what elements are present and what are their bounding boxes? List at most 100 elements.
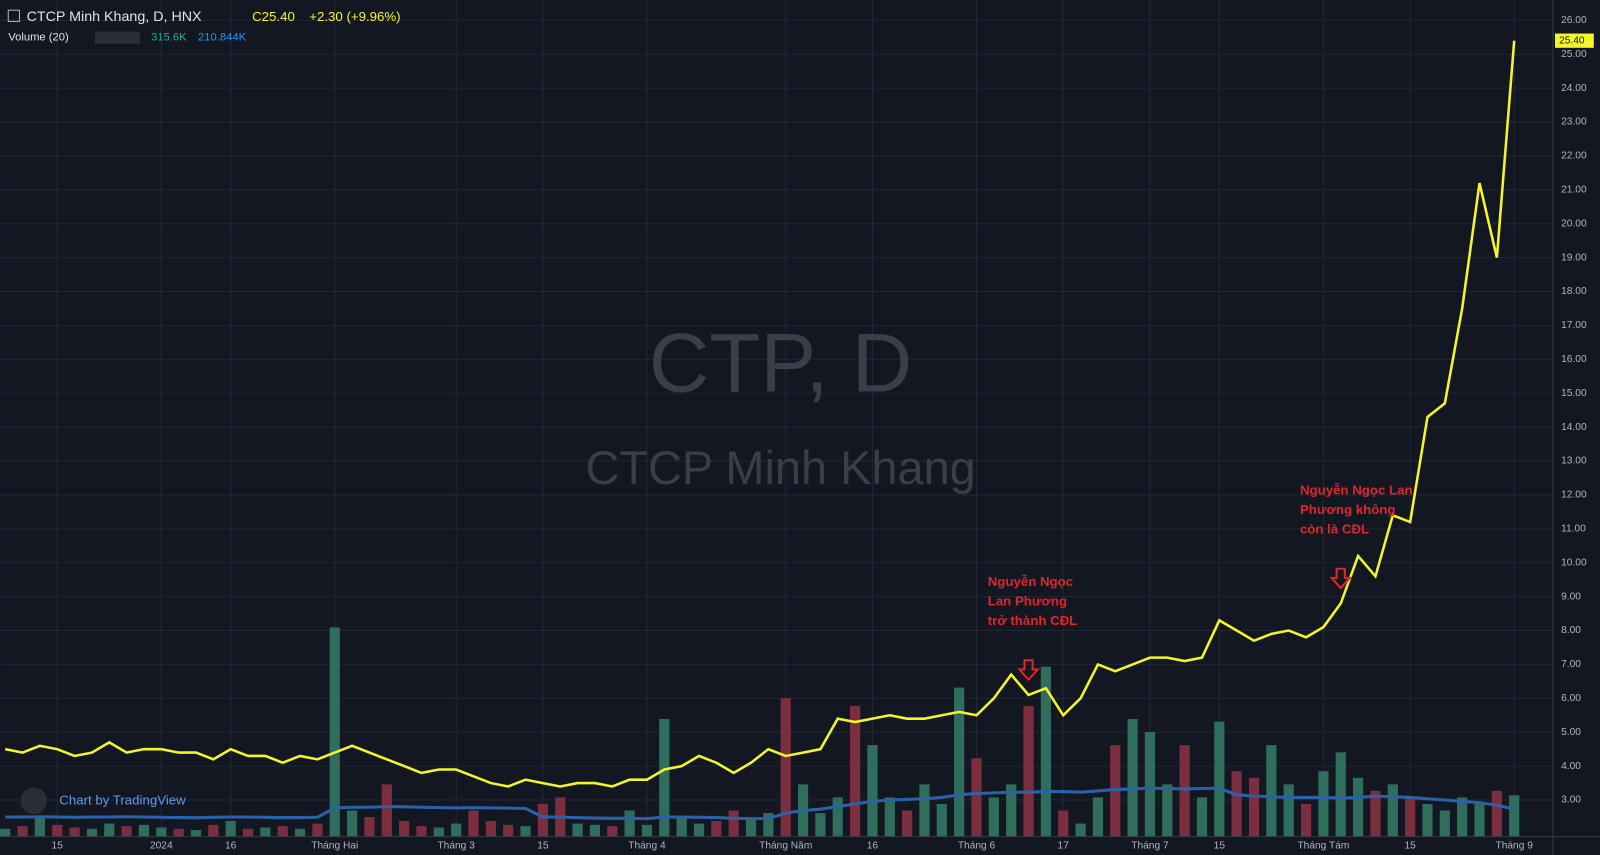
volume-bar bbox=[849, 705, 861, 837]
volume-bar bbox=[1318, 771, 1329, 837]
volume-bar bbox=[520, 826, 531, 837]
volume-bar bbox=[1162, 784, 1173, 837]
annotation-text: trở thành CĐL bbox=[988, 613, 1078, 628]
volume-bar bbox=[884, 797, 895, 837]
volume-bar bbox=[173, 828, 184, 837]
volume-bar bbox=[503, 824, 514, 837]
y-tick-label: 24.00 bbox=[1561, 83, 1587, 94]
y-tick-label: 8.00 bbox=[1561, 625, 1581, 636]
volume-bar bbox=[433, 827, 444, 837]
last-price-box bbox=[1555, 33, 1594, 48]
volume-bar bbox=[17, 826, 28, 837]
volume-bar bbox=[607, 826, 618, 837]
volume-bar bbox=[815, 813, 826, 837]
volume-bar bbox=[399, 820, 410, 837]
volume-bar bbox=[1231, 771, 1242, 837]
volume-bar bbox=[867, 745, 878, 837]
volume-bar bbox=[1335, 752, 1346, 837]
volume-bar bbox=[919, 784, 930, 837]
volume-bar bbox=[1196, 797, 1208, 837]
volume-bar bbox=[1405, 797, 1416, 837]
volume-bar bbox=[1023, 705, 1034, 837]
y-tick-label: 3.00 bbox=[1561, 795, 1581, 806]
volume-bar bbox=[468, 810, 479, 837]
volume-bar bbox=[138, 824, 150, 837]
volume-bar bbox=[1457, 797, 1468, 837]
x-tick-label: 2024 bbox=[150, 841, 173, 852]
volume-bar bbox=[294, 828, 306, 837]
volume-bar bbox=[121, 826, 132, 837]
x-tick-label: 16 bbox=[867, 841, 879, 852]
symbol[interactable]: CTCP Minh Khang, D, HNX bbox=[27, 9, 202, 25]
volume-bar bbox=[86, 828, 98, 837]
volume-bar bbox=[659, 718, 670, 837]
branding[interactable]: Chart by TradingView bbox=[59, 792, 186, 807]
volume-bar bbox=[572, 823, 583, 837]
volume-bar bbox=[1352, 777, 1364, 837]
volume-bar bbox=[1075, 823, 1086, 837]
indicator-buttons[interactable] bbox=[94, 31, 140, 44]
volume-bar bbox=[641, 824, 653, 837]
volume-bar bbox=[780, 698, 791, 837]
volume-label[interactable]: Volume (20) bbox=[8, 32, 69, 44]
volume-value: 315.6K bbox=[151, 32, 187, 44]
x-tick-label: Tháng Năm bbox=[759, 841, 812, 852]
x-tick-label: Tháng 3 bbox=[437, 841, 475, 852]
annotation-text: còn là CĐL bbox=[1300, 521, 1369, 536]
plot bbox=[0, 40, 1520, 837]
volume-bar bbox=[1214, 721, 1225, 837]
volume-bar bbox=[988, 797, 999, 837]
volume-bar bbox=[936, 803, 947, 837]
volume-bar bbox=[104, 823, 115, 837]
volume-bar bbox=[1387, 784, 1398, 837]
volume-bar bbox=[242, 828, 254, 837]
volume-bar bbox=[954, 687, 965, 837]
collapse-icon[interactable] bbox=[7, 9, 20, 22]
y-tick-label: 10.00 bbox=[1561, 557, 1587, 568]
volume-bar bbox=[1179, 745, 1190, 837]
annotation-arrow bbox=[1329, 567, 1353, 590]
volume-bar bbox=[1509, 795, 1520, 837]
volume-bar bbox=[69, 827, 80, 837]
volume-bar bbox=[832, 797, 843, 837]
volume-bar bbox=[416, 826, 427, 837]
y-tick-label: 16.00 bbox=[1561, 354, 1587, 365]
y-tick-label: 9.00 bbox=[1561, 591, 1581, 602]
y-tick-label: 6.00 bbox=[1561, 693, 1581, 704]
x-tick-label: Tháng Hai bbox=[311, 841, 358, 852]
volume-bar bbox=[1092, 797, 1104, 837]
volume-bar bbox=[485, 820, 496, 837]
volume-ma-line bbox=[5, 786, 1515, 821]
y-tick-label: 15.00 bbox=[1561, 388, 1587, 399]
volume-bar bbox=[1370, 790, 1381, 837]
volume-bar bbox=[902, 810, 913, 837]
volume-bar bbox=[711, 820, 722, 837]
x-tick-label: Tháng Tám bbox=[1297, 841, 1349, 852]
grid bbox=[0, 0, 1553, 837]
volume-bar bbox=[624, 810, 635, 837]
x-tick-label: 16 bbox=[225, 841, 237, 852]
y-tick-label: 18.00 bbox=[1561, 286, 1587, 297]
logo[interactable] bbox=[20, 787, 48, 815]
volume-bar bbox=[745, 817, 757, 837]
volume-bar bbox=[1300, 803, 1312, 837]
volume-bar bbox=[329, 627, 340, 837]
volume-bar bbox=[190, 830, 202, 837]
volume-bar bbox=[1283, 784, 1294, 837]
volume-bar bbox=[1127, 718, 1138, 837]
volume-bar bbox=[52, 824, 63, 837]
y-tick-label: 17.00 bbox=[1561, 320, 1587, 331]
annotation-arrow bbox=[1017, 659, 1041, 682]
volume-bar bbox=[589, 824, 601, 837]
last-price-label: 25.40 bbox=[1559, 35, 1585, 46]
x-tick-label: 15 bbox=[1404, 841, 1416, 852]
volume-bar bbox=[1439, 810, 1450, 837]
y-tick-label: 21.00 bbox=[1561, 185, 1587, 196]
y-tick-label: 12.00 bbox=[1561, 490, 1587, 501]
volume-bar bbox=[1422, 803, 1433, 837]
y-tick-label: 23.00 bbox=[1561, 117, 1587, 128]
y-tick-label: 5.00 bbox=[1561, 727, 1581, 738]
volume-bar bbox=[1144, 732, 1156, 837]
